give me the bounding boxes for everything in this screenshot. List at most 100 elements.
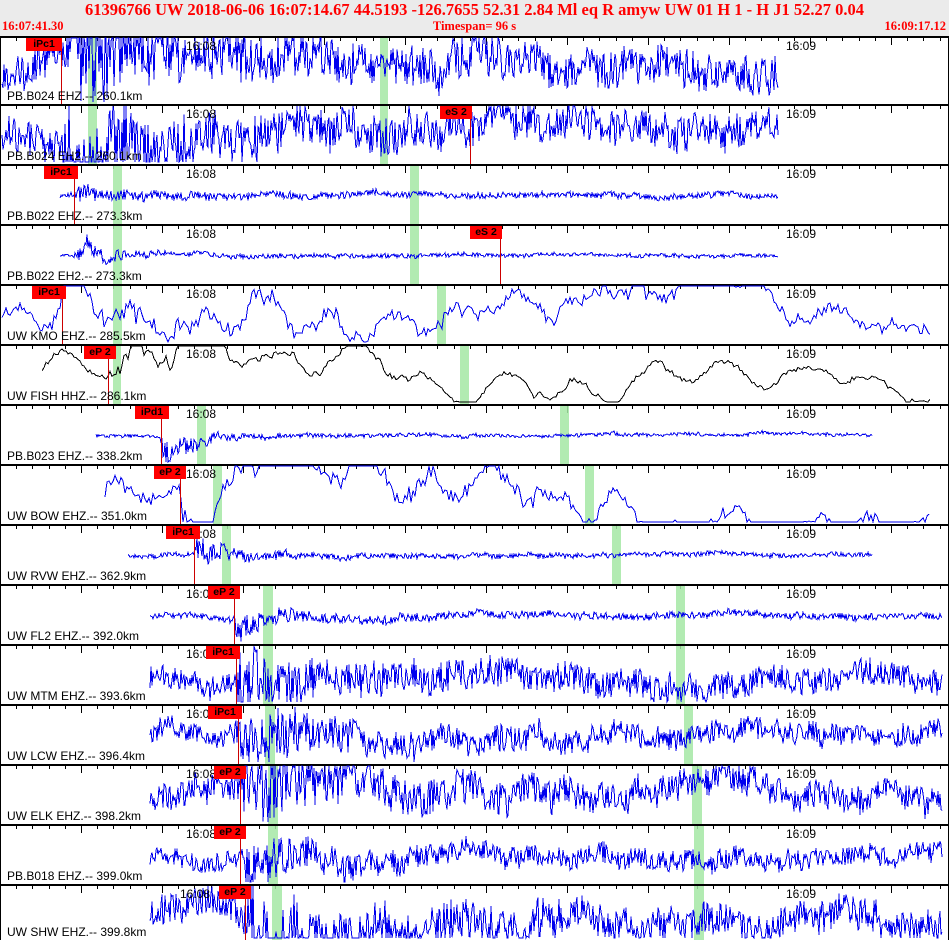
phase-pick[interactable]: eS 2 [0,226,949,284]
phase-pick-label[interactable]: eP 2 [84,346,116,359]
phase-pick-label[interactable]: eP 2 [214,766,246,779]
trace-row[interactable]: 16:08 16:09 iPc1 UW MTM EHZ.-- 393.6km [0,644,949,704]
trace-row[interactable]: 16:08 16:09 iPc1 PB.B022 EHZ.-- 273.3km [0,164,949,224]
axis-tick-minor [178,104,179,109]
trace-row[interactable]: 16:08 16:09 eP 2 PB.B018 EHZ.-- 399.0km [0,824,949,884]
axis-tick-minor [194,704,195,709]
trace-row[interactable]: 16:08 16:09 eP 2 UW FL2 EHZ.-- 392.0km [0,584,949,644]
trace-row[interactable]: 16:08 16:09 iPc1 UW RVW EHZ.-- 362.9km [0,524,949,584]
axis-tick-minor [65,884,66,889]
axis-tick-major [567,704,568,713]
axis-tick-minor [745,524,746,529]
trace-row[interactable]: 16:08 16:09 iPc1 UW LCW EHZ.-- 396.4km [0,704,949,764]
axis-tick-major [810,464,811,473]
window-end-time: 16:09:17.12 [884,19,946,33]
phase-pick[interactable]: eP 2 [0,826,949,884]
trace-row[interactable]: 16:08 16:09 iPd1 PB.B023 EHZ.-- 338.2km [0,404,949,464]
axis-tick-minor [551,524,552,529]
phase-pick-line [238,706,239,764]
phase-pick[interactable]: eP 2 [0,886,949,940]
axis-tick-minor [211,36,212,41]
axis-tick-minor [437,404,438,409]
trace-row[interactable]: 16:08 16:09 eP 2 UW FISH HHZ.-- 286.1km [0,344,949,404]
axis-tick-minor [454,824,455,829]
phase-pick[interactable]: iPc1 [0,38,949,104]
axis-tick-minor [535,404,536,409]
phase-pick-label[interactable]: eP 2 [208,586,240,599]
phase-pick[interactable]: iPc1 [0,526,949,584]
axis-tick-major [243,164,244,173]
phase-pick-label[interactable]: iPc1 [166,526,200,539]
phase-pick-label[interactable]: eP 2 [214,826,246,839]
axis-tick-minor [356,284,357,289]
axis-tick-minor [292,584,293,589]
axis-tick-major [729,36,730,45]
axis-tick-minor [389,764,390,769]
phase-pick-label[interactable]: iPc1 [208,706,242,719]
axis-tick-minor [778,36,779,41]
axis-tick-minor [518,764,519,769]
phase-pick[interactable]: eP 2 [0,466,949,524]
axis-tick-major [81,284,82,293]
axis-tick-minor [535,164,536,169]
phase-pick[interactable]: iPc1 [0,166,949,224]
phase-pick-label[interactable]: iPc1 [206,646,240,659]
axis-tick-minor [940,644,941,649]
phase-pick-label[interactable]: eP 2 [219,886,251,899]
axis-tick-minor [194,224,195,229]
axis-tick-major [648,344,649,353]
axis-tick-major [567,524,568,533]
axis-tick-minor [227,224,228,229]
phase-pick-label[interactable]: eP 2 [154,466,186,479]
phase-pick-label[interactable]: iPc1 [44,166,78,179]
axis-tick-major [810,104,811,113]
axis-tick-minor [227,104,228,109]
phase-pick[interactable]: eP 2 [0,766,949,824]
axis-tick-major [567,344,568,353]
trace-row[interactable]: 16:08 16:09 eP 2 UW ELK EHZ.-- 398.2km [0,764,949,824]
phase-pick-label[interactable]: iPd1 [135,406,169,419]
axis-tick-minor [49,584,50,589]
phase-pick-label[interactable]: iPc1 [32,286,66,299]
phase-pick[interactable]: iPc1 [0,286,949,344]
phase-pick[interactable]: iPc1 [0,706,949,764]
phase-pick-label[interactable]: iPc1 [26,38,62,51]
waveform-trace [1,36,779,103]
axis-tick-minor [518,224,519,229]
axis-tick-minor [794,824,795,829]
axis-tick-minor [535,644,536,649]
time-tick-label-right: 16:09 [786,227,817,241]
phase-pick[interactable]: iPd1 [0,406,949,464]
axis-tick-minor [923,584,924,589]
axis-tick-minor [16,824,17,829]
axis-tick-minor [859,704,860,709]
axis-tick-minor [535,584,536,589]
phase-pick-label[interactable]: eS 2 [470,226,502,239]
axis-tick-minor [599,36,600,41]
trace-row[interactable]: 16:08 16:09 eP 2 UW BOW EHZ.-- 351.0km [0,464,949,524]
axis-tick-minor [130,164,131,169]
axis-tick-minor [97,884,98,889]
axis-tick-minor [178,224,179,229]
trace-panel[interactable]: 16:08 16:09 iPc1 PB.B024 EHZ.-- 260.1km 16:0… [0,36,949,940]
trace-row[interactable]: 16:08 16:09 eS 2 PB.B024 EH2.-- 260.1km [0,104,949,164]
trace-row[interactable]: 16:08 16:09 eS 2 PB.B022 EH2.-- 273.3km [0,224,949,284]
trace-row[interactable]: 16:08 16:09 iPc1 PB.B024 EHZ.-- 260.1km [0,36,949,104]
station-channel-label: PB.B022 EHZ.-- 273.3km [7,209,143,223]
phase-pick[interactable]: eP 2 [0,586,949,644]
axis-tick-major [648,704,649,713]
time-tick-label-right: 16:09 [786,167,817,181]
phase-pick[interactable]: iPc1 [0,646,949,704]
phase-pick-label[interactable]: eS 2 [440,106,472,119]
axis-tick-minor [194,464,195,469]
trace-row[interactable]: 16:08 16:09 eP 2 UW SHW EHZ.-- 399.8km [0,884,949,940]
axis-tick-minor [518,36,519,41]
axis-tick-minor [697,584,698,589]
trace-row[interactable]: 16:08 16:09 iPc1 UW KMO EHZ.-- 285.5km [0,284,949,344]
axis-tick-major [810,404,811,413]
phase-pick[interactable]: eS 2 [0,106,949,164]
axis-tick-minor [308,344,309,349]
phase-pick[interactable]: eP 2 [0,346,949,404]
axis-tick-major [324,584,325,593]
axis-tick-minor [842,224,843,229]
